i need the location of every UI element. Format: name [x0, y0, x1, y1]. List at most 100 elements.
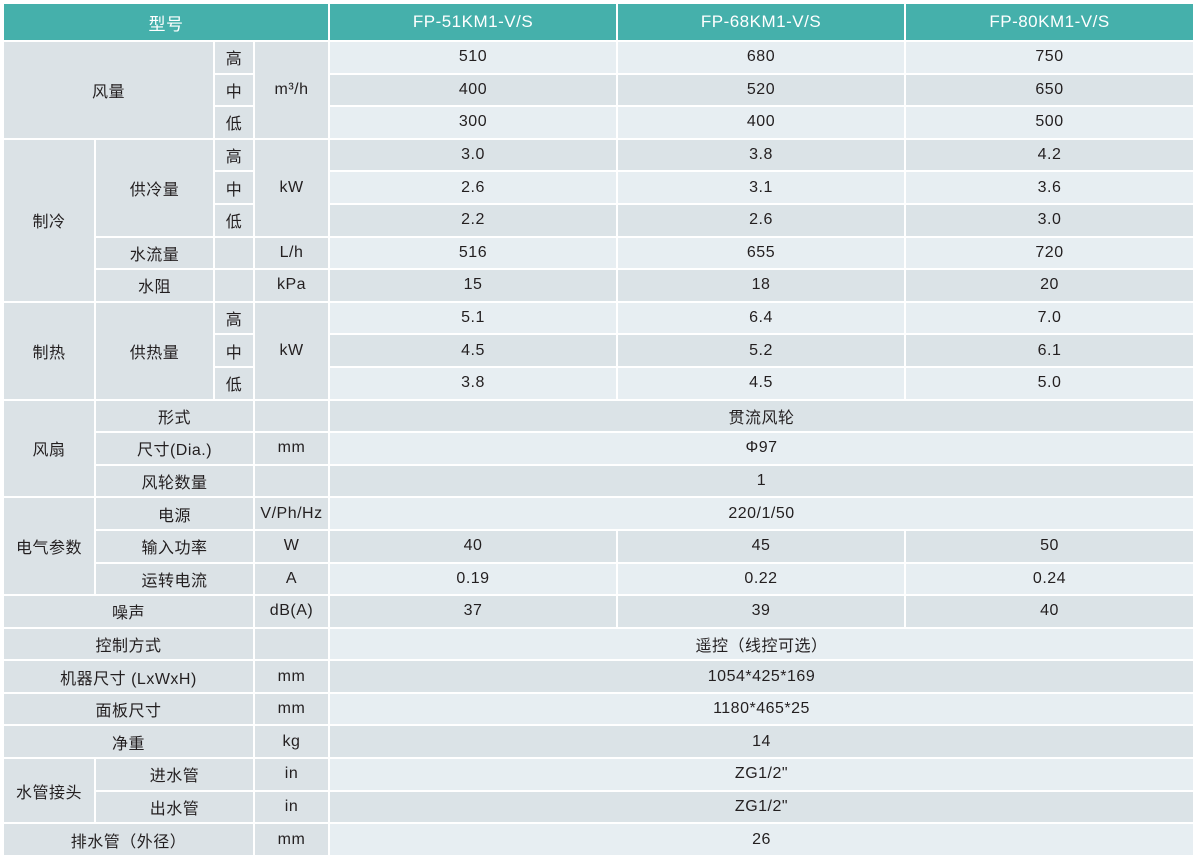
- unit: mm: [255, 433, 328, 464]
- value: 4.2: [906, 139, 1193, 171]
- fan-size-label: 尺寸(Dia.): [96, 433, 253, 464]
- value: 500: [906, 107, 1193, 138]
- value: 0.22: [618, 563, 904, 595]
- level: 高: [215, 42, 253, 73]
- level: 高: [215, 139, 253, 171]
- fan-type-label: 形式: [96, 400, 253, 432]
- table-row: 风量 高 m³/h 510 680 750: [4, 42, 1193, 138]
- current-label: 运转电流: [96, 563, 253, 595]
- value: 2.6: [330, 172, 616, 203]
- pipe-label: 水管接头: [4, 759, 94, 823]
- heating-label: 制热: [4, 302, 94, 399]
- value: 3.0: [906, 204, 1193, 236]
- empty-cell: [215, 270, 253, 301]
- unit: mm: [255, 693, 328, 725]
- cooling-label: 制冷: [4, 139, 94, 301]
- cooling-capacity-label: 供冷量: [96, 139, 213, 236]
- table-row: 中 4.5 5.2 6.1: [4, 335, 1193, 366]
- value: 1180*465*25: [330, 693, 1193, 725]
- water-resistance-label: 水阻: [96, 270, 213, 301]
- table-row: 水流量 L/h 516 655 720: [4, 237, 1193, 269]
- unit: V/Ph/Hz: [255, 498, 328, 529]
- value: 650: [906, 74, 1193, 106]
- value: 遥控（线控可选）: [330, 628, 1193, 660]
- table-row: 低 2.2 2.6 3.0: [4, 204, 1193, 236]
- panel-size-label: 面板尺寸: [4, 693, 253, 725]
- table-row: 尺寸(Dia.) mm Φ97: [4, 433, 1193, 464]
- unit: A: [255, 563, 328, 595]
- value: 300: [330, 107, 616, 138]
- unit: kW: [255, 139, 328, 236]
- table-row: 低 300 400 500: [4, 107, 1193, 138]
- value: 45: [618, 530, 904, 562]
- value: 40: [906, 596, 1193, 627]
- fan-label: 风扇: [4, 400, 94, 497]
- value: 510: [330, 42, 616, 73]
- unit: kg: [255, 726, 328, 758]
- value: 14: [330, 726, 1193, 758]
- level: 低: [215, 367, 253, 399]
- inlet-label: 进水管: [96, 759, 253, 790]
- value: 0.19: [330, 563, 616, 595]
- table-row: 水管接头 进水管 in ZG1/2": [4, 759, 1193, 823]
- table-row: 风轮数量 1: [4, 465, 1193, 497]
- table-row: 风扇 形式 贯流风轮: [4, 400, 1193, 497]
- net-weight-label: 净重: [4, 726, 253, 758]
- value: 1: [330, 465, 1193, 497]
- unit: mm: [255, 824, 328, 855]
- unit: W: [255, 530, 328, 562]
- value: 18: [618, 270, 904, 301]
- unit: mm: [255, 661, 328, 692]
- value: Φ97: [330, 433, 1193, 464]
- value: 39: [618, 596, 904, 627]
- value: 26: [330, 824, 1193, 855]
- table-row: 面板尺寸 mm 1180*465*25: [4, 693, 1193, 725]
- unit: [255, 465, 328, 497]
- table-row: 净重 kg 14: [4, 726, 1193, 758]
- value: 5.0: [906, 367, 1193, 399]
- value: 37: [330, 596, 616, 627]
- heating-capacity-label: 供热量: [96, 302, 213, 399]
- airflow-label: 风量: [4, 42, 213, 138]
- value: 7.0: [906, 302, 1193, 334]
- value: 400: [330, 74, 616, 106]
- value: 655: [618, 237, 904, 269]
- drain-label: 排水管（外径）: [4, 824, 253, 855]
- value: 20: [906, 270, 1193, 301]
- value: ZG1/2": [330, 791, 1193, 823]
- level: 高: [215, 302, 253, 334]
- table-row: 电气参数 电源 V/Ph/Hz 220/1/50: [4, 498, 1193, 595]
- unit: kPa: [255, 270, 328, 301]
- value: 220/1/50: [330, 498, 1193, 529]
- value: 15: [330, 270, 616, 301]
- unit: [255, 628, 328, 660]
- unit: in: [255, 759, 328, 790]
- table-row: 制冷 供冷量 高 kW 3.0 3.8 4.2: [4, 139, 1193, 301]
- model-2: FP-68KM1-V/S: [618, 4, 904, 40]
- table-row: 机器尺寸 (LxWxH) mm 1054*425*169: [4, 661, 1193, 692]
- level: 低: [215, 204, 253, 236]
- unit: kW: [255, 302, 328, 399]
- value: 400: [618, 107, 904, 138]
- power-supply-label: 电源: [96, 498, 253, 529]
- value: 4.5: [618, 367, 904, 399]
- value: 贯流风轮: [330, 400, 1193, 432]
- value: 4.5: [330, 335, 616, 366]
- unit: m³/h: [255, 42, 328, 138]
- unit-size-label: 机器尺寸 (LxWxH): [4, 661, 253, 692]
- value: 720: [906, 237, 1193, 269]
- value: 520: [618, 74, 904, 106]
- value: 40: [330, 530, 616, 562]
- electrical-label: 电气参数: [4, 498, 94, 595]
- header-row: 型号 FP-51KM1-V/S FP-68KM1-V/S FP-80KM1-V/…: [4, 4, 1193, 40]
- value: 3.8: [618, 139, 904, 171]
- unit: L/h: [255, 237, 328, 269]
- value: 0.24: [906, 563, 1193, 595]
- value: 680: [618, 42, 904, 73]
- outlet-label: 出水管: [96, 791, 253, 823]
- value: 5.1: [330, 302, 616, 334]
- table-row: 水阻 kPa 15 18 20: [4, 270, 1193, 301]
- value: 2.2: [330, 204, 616, 236]
- table-row: 排水管（外径） mm 26: [4, 824, 1193, 855]
